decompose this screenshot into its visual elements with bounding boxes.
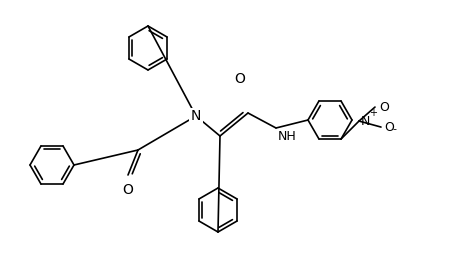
Text: N: N	[361, 114, 370, 128]
Text: O: O	[379, 100, 389, 114]
Text: +: +	[369, 108, 377, 118]
Text: NH: NH	[278, 130, 297, 143]
Text: O: O	[123, 183, 133, 197]
Text: -: -	[392, 124, 396, 134]
Text: O: O	[384, 121, 394, 133]
Text: O: O	[234, 72, 246, 86]
Text: N: N	[191, 109, 201, 123]
